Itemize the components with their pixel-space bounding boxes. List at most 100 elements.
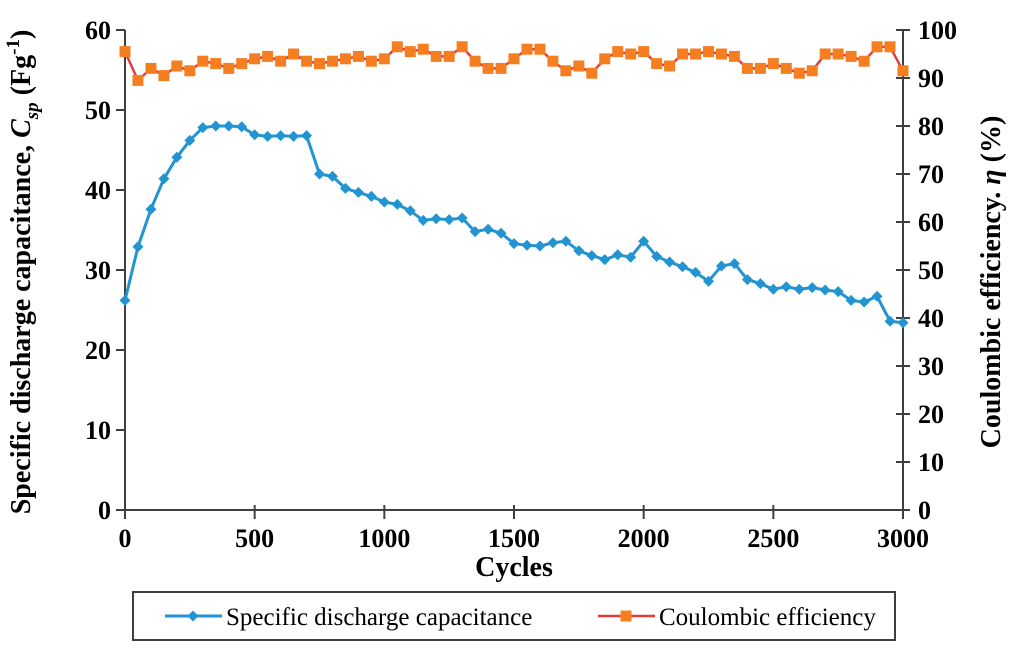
data-point-marker [314,168,325,180]
data-point-marker [495,62,507,74]
legend-entry-efficiency: Coulombic efficiency [598,604,876,631]
data-point-marker [573,60,585,72]
data-point-marker [210,58,222,70]
y-left-axis-title: Specific discharge capacitance, Csp (Fg-… [3,30,43,515]
x-tick-label: 3000 [877,524,929,553]
data-point-marker [301,130,313,142]
data-point-marker [262,50,274,62]
data-point-marker [715,260,727,272]
data-point-marker [249,129,261,141]
data-point-marker [625,251,637,263]
data-point-marker [806,65,818,77]
data-point-marker [780,281,792,293]
y-right-tick-label: 0 [918,496,931,525]
data-point-marker [832,286,844,298]
data-point-marker [197,55,209,67]
data-point-marker [599,53,611,65]
data-point-marker [145,62,157,74]
y-right-tick-label: 40 [918,304,944,333]
data-point-marker [326,170,338,182]
y-left-tick-label: 40 [85,176,111,205]
data-point-marker [236,58,248,70]
data-point-marker [482,223,494,235]
data-point-marker [806,282,818,294]
data-point-marker [391,198,403,210]
data-point-marker [793,67,805,79]
data-point-marker [651,58,663,70]
data-point-marker [703,46,714,58]
data-point-marker [132,74,144,86]
data-point-marker [690,48,702,60]
data-point-marker [443,50,455,62]
data-point-marker [495,227,507,239]
data-point-marker [767,58,779,70]
data-point-marker [521,43,533,55]
data-point-marker [586,250,598,262]
data-point-marker [404,205,416,217]
data-point-marker [430,213,442,225]
y-left-tick-label: 60 [85,16,111,45]
data-point-marker [690,266,702,278]
x-tick-label: 0 [119,524,132,553]
data-point-marker [508,238,520,250]
data-point-marker [534,240,546,252]
data-point-marker [560,65,572,77]
y-right-tick-label: 20 [918,400,944,429]
data-point-marker [417,214,429,226]
data-point-marker [741,62,753,74]
data-point-marker [612,46,624,58]
data-point-marker [728,50,740,62]
series-efficiency [119,41,909,86]
data-point-marker [715,48,727,60]
data-point-marker [858,296,870,308]
data-point-marker [391,41,403,53]
data-point-marker [547,237,559,249]
data-point-marker [754,62,766,74]
data-point-marker [158,70,170,82]
legend-label: Coulombic efficiency [659,604,876,631]
data-point-marker [677,261,689,273]
y-right-tick-label: 100 [918,16,957,45]
data-point-marker [352,50,364,62]
data-point-marker [677,48,689,60]
data-point-marker [703,275,714,287]
data-point-marker [365,190,377,202]
data-point-marker [599,254,611,266]
data-point-marker [314,58,325,70]
data-point-marker [326,55,338,67]
legend: Specific discharge capacitance Coulombic … [132,591,896,641]
data-point-marker [858,55,870,67]
data-point-marker [119,294,131,306]
data-point-marker [664,60,676,72]
legend-label: Specific discharge capacitance [226,604,532,631]
data-point-marker [819,48,831,60]
data-point-marker [145,203,157,215]
data-point-marker [275,55,287,67]
data-point-marker [547,55,559,67]
data-point-marker [664,256,676,268]
data-point-marker [132,241,144,253]
series-line [123,124,904,325]
data-point-marker [378,196,390,208]
data-point-marker [288,130,300,142]
data-point-marker [741,274,753,286]
data-point-marker [482,62,494,74]
data-point-marker [301,55,313,67]
data-point-marker [469,226,481,238]
y-left-tick-label: 20 [85,336,111,365]
data-point-marker [586,67,598,79]
data-point-marker [288,48,300,60]
data-point-marker [534,43,546,55]
data-point-marker [651,250,663,262]
x-axis-title: Cycles [475,552,553,583]
y-right-axis-title: Coulombic efficiency. η (%) [976,116,1007,449]
data-point-marker [612,249,624,261]
data-point-marker [275,130,287,142]
data-point-marker [210,120,222,132]
y-left-tick-label: 0 [98,496,111,525]
legend-entry-capacitance: Specific discharge capacitance [165,604,532,631]
data-point-marker [754,278,766,290]
data-point-marker [171,60,183,72]
legend-square-icon [620,610,632,622]
